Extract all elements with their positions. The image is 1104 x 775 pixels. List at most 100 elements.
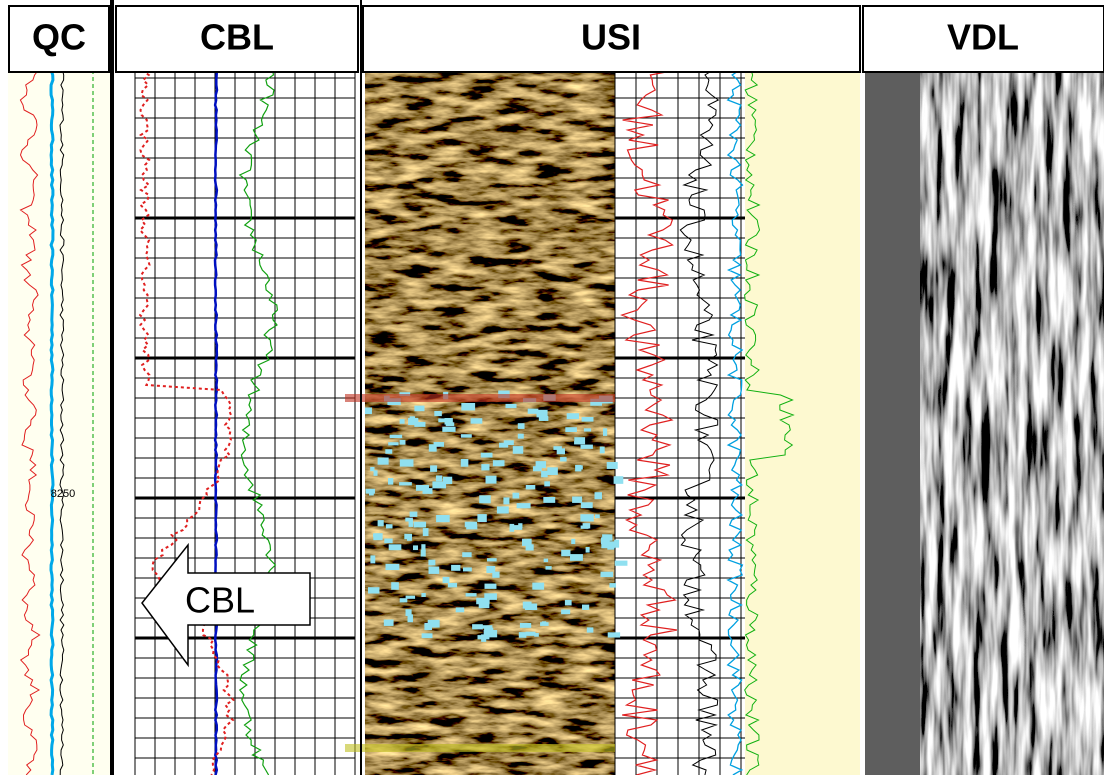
track-title: VDL [947, 17, 1019, 58]
usi-speckle [579, 465, 583, 469]
usi-speckle [378, 520, 384, 526]
usi-speckle [553, 446, 561, 450]
usi-speckle [461, 459, 469, 467]
usi-speckle [543, 497, 555, 503]
depth-label: 8250 [51, 488, 75, 500]
usi-curve [728, 70, 743, 775]
usi-speckle [414, 522, 426, 528]
usi-speckle [385, 449, 392, 454]
usi-speckle [400, 419, 405, 424]
arrow-label: CBL [185, 580, 255, 621]
usi-speckle [421, 544, 425, 550]
usi-speckle [506, 404, 517, 408]
usi-speckle [614, 540, 619, 548]
usi-speckle [369, 490, 374, 496]
usi-speckle [400, 459, 414, 466]
usi-curve [622, 70, 677, 775]
page: QC CBL USI VDL 8250 CBL (() => { const d… [0, 0, 1104, 775]
usi-speckle [466, 525, 477, 530]
usi-speckle [532, 583, 544, 590]
usi-speckle [479, 495, 491, 503]
usi-speckle [517, 503, 531, 508]
usi-speckle [484, 628, 493, 635]
usi-speckle [423, 528, 429, 536]
usi-speckle [461, 403, 475, 410]
usi-speckle [600, 447, 605, 454]
usi-speckle [561, 610, 570, 615]
usi-speckle [414, 422, 425, 427]
usi-speckle [463, 567, 472, 571]
usi-speckle [570, 554, 583, 561]
usi-speckle [466, 593, 477, 596]
usi-speckle [423, 488, 433, 494]
usi-speckle [384, 620, 394, 626]
usi-speckle [513, 493, 520, 499]
usi-speckle [448, 583, 457, 587]
usi-speckle [615, 561, 628, 566]
usi-speckle [603, 428, 607, 436]
usi-speckle [561, 550, 570, 557]
track-title: QC [32, 17, 86, 58]
usi-speckle [429, 444, 437, 451]
usi-speckle [430, 465, 437, 471]
usi-speckle [503, 497, 509, 504]
usi-speckle [523, 602, 532, 609]
usi-speckle [572, 497, 582, 503]
usi-speckle [602, 534, 612, 540]
usi-speckle [384, 539, 392, 544]
usi-speckle [389, 544, 402, 550]
usi-speckle [513, 446, 523, 454]
usi-speckle [609, 583, 616, 587]
usi-speckle [595, 492, 602, 499]
usi-speckle [400, 440, 406, 445]
usi-speckle [571, 539, 575, 544]
usi-speckle [565, 600, 572, 606]
usi-speckle [442, 427, 455, 432]
cbl-track [115, 70, 360, 775]
usi-speckle [386, 524, 393, 528]
usi-speckle [428, 560, 435, 566]
usi-speckle [587, 627, 594, 632]
usi-speckle [518, 523, 522, 528]
usi-speckle [388, 478, 393, 484]
usi-speckle [429, 567, 440, 574]
usi-speckle [400, 598, 408, 602]
usi-speckle [390, 435, 403, 438]
usi-speckle [528, 409, 539, 414]
usi-speckle [533, 466, 542, 471]
usi-speckle [520, 623, 531, 628]
usi-speckle [485, 584, 497, 589]
usi-speckle [544, 559, 548, 562]
usi-speckle [408, 614, 413, 622]
usi-speckle [461, 434, 472, 437]
usi-speckle [388, 442, 398, 445]
well-log: QC CBL USI VDL 8250 CBL [0, 0, 1104, 775]
usi-speckle [451, 565, 460, 571]
usi-speckle [481, 453, 493, 458]
usi-speckle [373, 533, 382, 540]
usi-speckle [542, 621, 546, 624]
usi-speckle [399, 482, 412, 485]
usi-speckle [607, 546, 614, 550]
usi-speckle [497, 506, 509, 513]
usi-speckle [586, 547, 590, 553]
usi-speckle [584, 428, 591, 431]
usi-speckle [410, 512, 418, 517]
usi-speckle [547, 467, 558, 475]
usi-speckle [567, 413, 579, 419]
usi-speckle [370, 555, 375, 563]
qc-curve [51, 70, 53, 775]
qc-track [8, 70, 110, 775]
usi-speckle [608, 632, 620, 637]
usi-speckle [601, 572, 614, 577]
usi-speckle [410, 416, 415, 422]
track-title: USI [581, 17, 641, 58]
usi-speckle [472, 624, 483, 629]
usi-speckle [404, 534, 412, 539]
usi-speckle [421, 593, 425, 597]
usi-speckle [446, 422, 455, 426]
usi-speckle [546, 566, 552, 570]
usi-speckle [421, 550, 426, 557]
usi-speckle [581, 502, 593, 508]
usi-speckle [541, 471, 548, 477]
